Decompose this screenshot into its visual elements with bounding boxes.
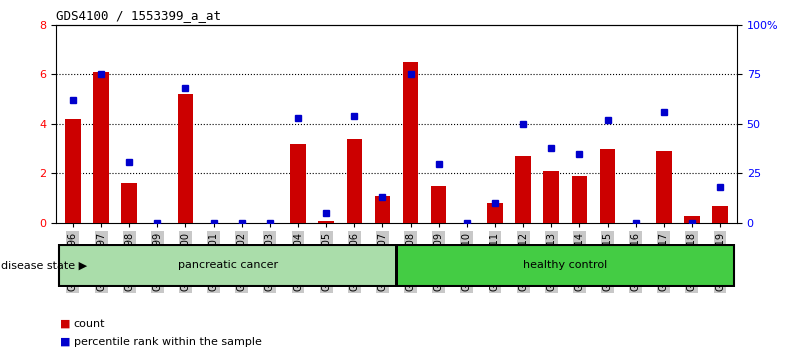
Bar — [572, 176, 587, 223]
Bar — [290, 144, 306, 223]
Bar — [487, 203, 503, 223]
Text: ■: ■ — [60, 337, 70, 347]
Text: count: count — [74, 319, 105, 329]
Bar — [347, 139, 362, 223]
Bar — [94, 72, 109, 223]
Text: disease state ▶: disease state ▶ — [1, 261, 87, 270]
Bar — [65, 119, 81, 223]
Bar — [403, 62, 418, 223]
Bar — [319, 221, 334, 223]
Bar — [375, 196, 390, 223]
Bar — [656, 151, 671, 223]
Bar — [396, 245, 734, 286]
Bar — [431, 186, 446, 223]
Bar — [712, 206, 728, 223]
Bar — [544, 171, 559, 223]
Bar — [178, 94, 193, 223]
Text: GDS4100 / 1553399_a_at: GDS4100 / 1553399_a_at — [56, 9, 221, 22]
Bar — [515, 156, 531, 223]
Bar — [59, 245, 396, 286]
Text: ■: ■ — [60, 319, 70, 329]
Text: healthy control: healthy control — [523, 261, 607, 270]
Bar — [684, 216, 699, 223]
Text: percentile rank within the sample: percentile rank within the sample — [74, 337, 262, 347]
Text: pancreatic cancer: pancreatic cancer — [178, 261, 278, 270]
Bar — [600, 149, 615, 223]
Bar — [395, 245, 398, 286]
Bar — [122, 183, 137, 223]
